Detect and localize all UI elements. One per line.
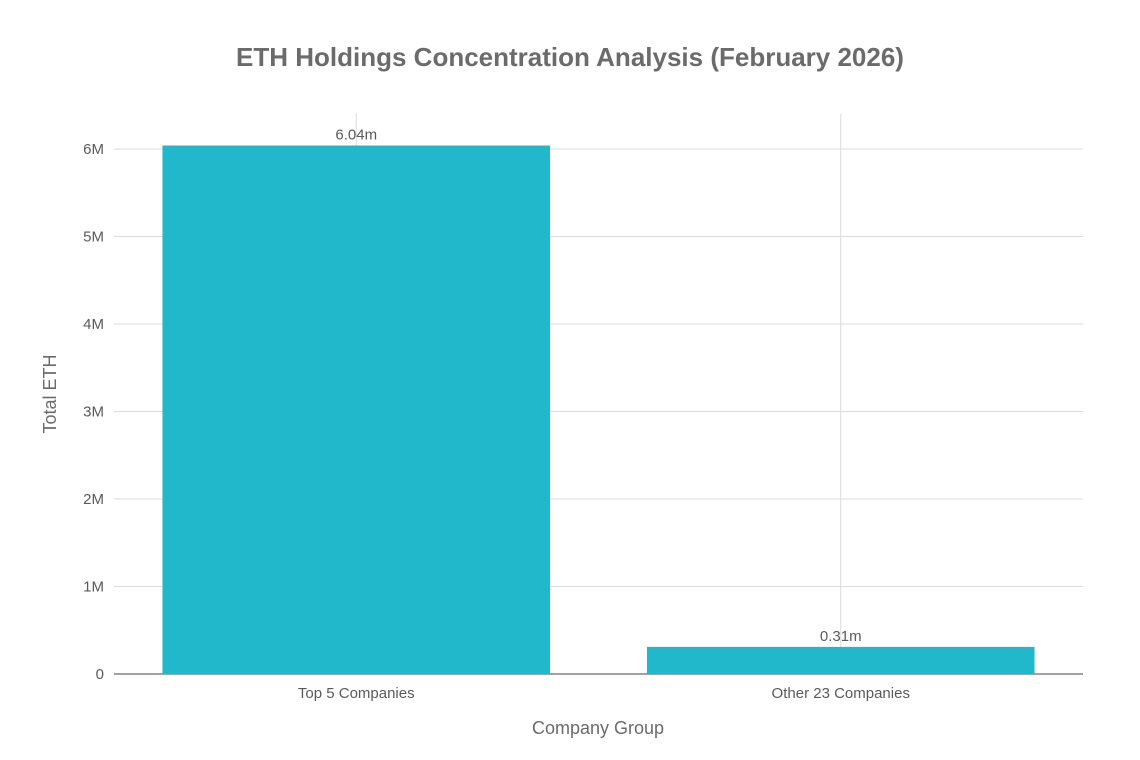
chart-title: ETH Holdings Concentration Analysis (Feb… — [236, 42, 904, 72]
data-labels: 6.04m 0.31m — [335, 127, 861, 645]
y-axis-ticks: 0 1M 2M 3M 4M 5M 6M — [83, 141, 104, 683]
x-axis-title: Company Group — [532, 718, 664, 738]
x-axis-ticks: Top 5 Companies Other 23 Companies — [298, 685, 910, 702]
y-tick-label: 0 — [96, 666, 104, 683]
y-tick-label: 6M — [83, 141, 104, 158]
y-tick-label: 5M — [83, 229, 104, 246]
bars — [162, 145, 1035, 674]
bar-value-label: 0.31m — [820, 628, 862, 645]
y-tick-label: 3M — [83, 404, 104, 421]
y-tick-label: 2M — [83, 491, 104, 508]
y-axis-title: Total ETH — [40, 354, 60, 433]
y-tick-label: 1M — [83, 579, 104, 596]
bar-value-label: 6.04m — [335, 127, 377, 144]
x-tick-label: Top 5 Companies — [298, 685, 415, 702]
bar-0 — [162, 145, 551, 674]
bar-1 — [646, 646, 1035, 674]
x-tick-label: Other 23 Companies — [772, 685, 910, 702]
y-tick-label: 4M — [83, 316, 104, 333]
